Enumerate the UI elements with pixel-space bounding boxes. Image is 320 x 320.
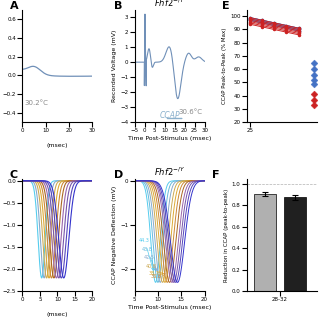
Text: 30.6°C: 30.6°C bbox=[179, 109, 203, 115]
Text: A: A bbox=[10, 1, 19, 11]
Y-axis label: CCAP Peak-to-Peak (% Max): CCAP Peak-to-Peak (% Max) bbox=[222, 28, 227, 104]
Text: B: B bbox=[114, 1, 122, 11]
Text: 36.8: 36.8 bbox=[151, 273, 165, 279]
Text: 43.8: 43.8 bbox=[141, 247, 156, 270]
X-axis label: Time Post-Stimulus (msec): Time Post-Stimulus (msec) bbox=[128, 305, 211, 310]
Title: $\mathit{Fhf2}^{-/Y}$: $\mathit{Fhf2}^{-/Y}$ bbox=[154, 165, 185, 178]
Text: C: C bbox=[10, 170, 18, 180]
Text: (msec): (msec) bbox=[47, 143, 68, 148]
Text: 44.3: 44.3 bbox=[139, 238, 154, 270]
Text: CCAP: CCAP bbox=[160, 111, 180, 120]
Text: 38.7: 38.7 bbox=[148, 271, 163, 276]
Text: E: E bbox=[222, 1, 230, 11]
Text: 42.5: 42.5 bbox=[144, 255, 157, 270]
Y-axis label: CCAP Negative Deflection (mV): CCAP Negative Deflection (mV) bbox=[112, 186, 117, 284]
Title: $\mathit{Fhf2}^{-/Y}$: $\mathit{Fhf2}^{-/Y}$ bbox=[154, 0, 185, 9]
Text: 40.8: 40.8 bbox=[146, 264, 161, 273]
Text: D: D bbox=[114, 170, 123, 180]
Text: F: F bbox=[212, 170, 219, 180]
Bar bbox=[284, 197, 306, 291]
Text: (msec): (msec) bbox=[47, 312, 68, 317]
Text: 30.2°C: 30.2°C bbox=[25, 100, 48, 106]
Bar bbox=[254, 194, 276, 291]
Y-axis label: Recorded Voltage (mV): Recorded Voltage (mV) bbox=[112, 30, 117, 102]
X-axis label: Time Post-Stimulus (msec): Time Post-Stimulus (msec) bbox=[128, 136, 211, 141]
Y-axis label: Reduction in CCAP (peak-to-peak): Reduction in CCAP (peak-to-peak) bbox=[224, 188, 229, 282]
